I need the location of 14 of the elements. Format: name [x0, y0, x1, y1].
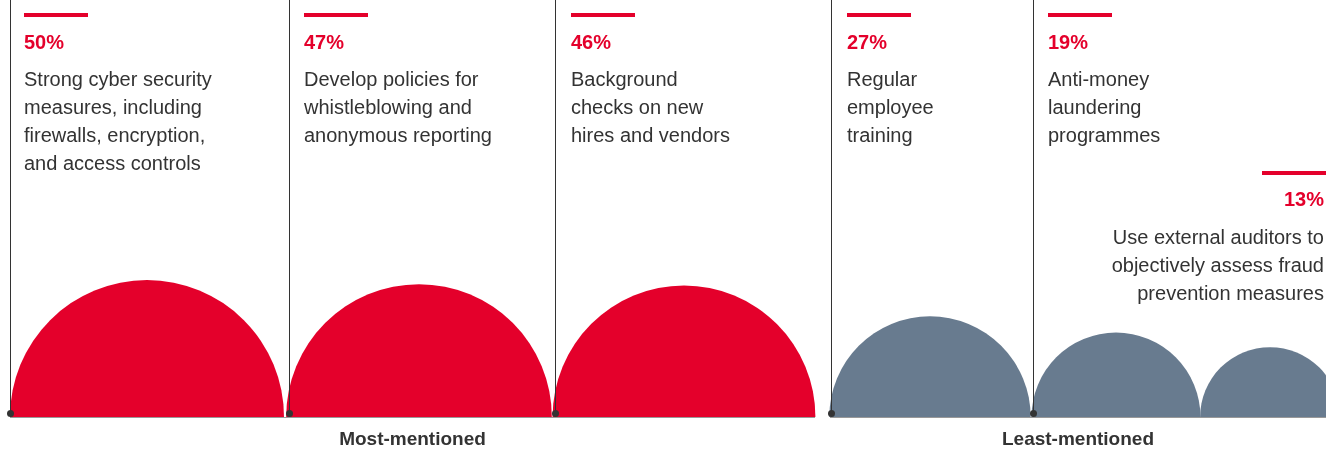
category-label: Use external auditors to objectively assess fraud prevention measures: [1110, 225, 1324, 306]
data-label: 27%: [847, 31, 888, 54]
data-label: 46%: [571, 31, 612, 54]
data-label: 50%: [24, 31, 65, 54]
text: Least-mentioned: [1001, 428, 1155, 450]
category-label: Regular employee training: [847, 67, 935, 148]
text: Most-mentioned: [338, 428, 487, 450]
category-label: Anti-money laundering programmes: [1048, 67, 1162, 148]
category-label: Strong cyber security measures, including firewalls, encryption, and access controls: [24, 67, 213, 176]
data-label: 19%: [1048, 31, 1089, 54]
data-label: 47%: [304, 31, 345, 54]
category-label: Background checks on new hires and vendors: [571, 67, 731, 148]
category-label: Develop policies for whistleblowing and anonymous reporting: [304, 67, 493, 148]
data-label: 13%: [1283, 188, 1324, 211]
